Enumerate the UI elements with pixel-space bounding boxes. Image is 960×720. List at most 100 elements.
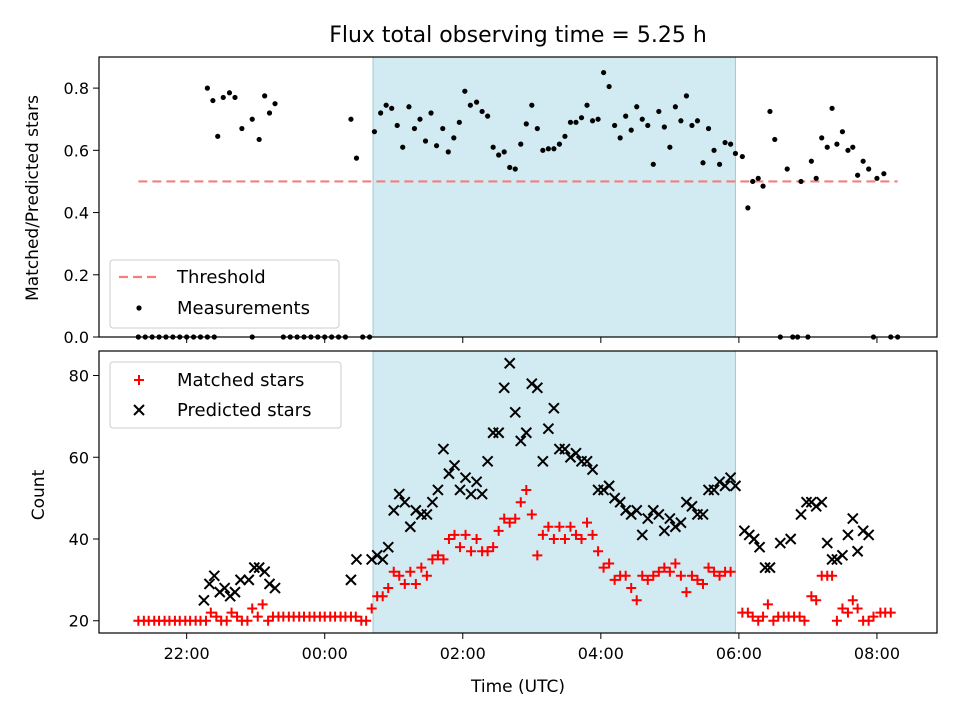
- predicted-star-point: [443, 467, 455, 480]
- top-y-axis-label: Matched/Predicted stars: [23, 95, 43, 301]
- matched-star-point: [416, 562, 427, 573]
- matched-star-point: [361, 615, 372, 626]
- predicted-star-point: [764, 561, 776, 574]
- measurement-point: [667, 144, 673, 150]
- y-tick-label: 0.0: [64, 328, 89, 347]
- predicted-star-point: [697, 508, 709, 521]
- predicted-star-point: [636, 529, 648, 541]
- measurement-point: [467, 102, 473, 108]
- predicted-star-point: [608, 492, 621, 504]
- measurement-point: [683, 93, 690, 99]
- measurement-point: [874, 175, 880, 181]
- measurement-point: [562, 133, 568, 139]
- chart-title: Flux total observing time = 5.25 h: [329, 23, 707, 48]
- predicted-star-point: [816, 496, 828, 508]
- measurement-point: [739, 153, 745, 160]
- matched-star-point: [827, 570, 838, 581]
- predicted-star-point: [748, 533, 760, 545]
- matched-star-point: [799, 615, 810, 626]
- matched-star-point: [515, 497, 526, 508]
- legend-threshold-label: Threshold: [176, 267, 266, 288]
- measurement-point: [689, 122, 695, 129]
- matched-star-point: [521, 484, 532, 495]
- predicted-star-point: [686, 500, 698, 513]
- x-tick-label: 04:00: [578, 644, 624, 663]
- predicted-star-point: [647, 504, 660, 517]
- top-panel: 0.0 0.2 0.4 0.6 0.8 Threshold Measurements: [64, 56, 938, 347]
- measurement-point: [433, 143, 440, 149]
- predicted-star-point: [680, 496, 693, 508]
- predicted-star-point: [724, 471, 737, 484]
- predicted-star-point: [365, 553, 378, 566]
- predicted-star-point: [631, 504, 643, 517]
- predicted-star-point: [208, 570, 220, 582]
- predicted-star-point: [542, 422, 555, 435]
- predicted-star-point: [708, 484, 720, 496]
- matched-star-point: [648, 570, 659, 581]
- predicted-star-point: [795, 508, 807, 521]
- predicted-star-point: [404, 521, 417, 533]
- matched-star-point: [421, 570, 432, 581]
- matched-star-point: [852, 603, 863, 614]
- legend-measurement-swatch: [136, 305, 142, 311]
- measurement-point: [479, 108, 485, 115]
- predicted-star-point: [470, 476, 483, 488]
- measurement-point: [722, 139, 728, 146]
- measurement-point: [496, 152, 502, 158]
- measurement-point: [639, 116, 645, 122]
- measurement-point: [623, 113, 629, 119]
- measurement-point: [855, 172, 861, 178]
- matched-star-point: [499, 513, 510, 524]
- measurement-point: [829, 105, 835, 111]
- measurement-point: [755, 175, 761, 181]
- matched-star-point: [252, 611, 263, 622]
- y-tick-label: 40: [69, 530, 89, 549]
- measurement-point: [204, 85, 210, 91]
- predicted-star-point: [581, 455, 593, 468]
- measurement-point: [545, 146, 551, 152]
- matched-star-point: [532, 550, 543, 561]
- measurement-point: [845, 147, 851, 153]
- predicted-star-point: [410, 504, 422, 517]
- matched-star-point: [471, 534, 482, 544]
- matched-star-point: [410, 578, 421, 589]
- matched-star-point: [847, 595, 858, 606]
- predicted-star-point: [382, 541, 394, 553]
- predicted-star-point: [454, 484, 466, 496]
- measurement-point: [512, 166, 518, 172]
- measurement-point: [750, 178, 756, 185]
- matched-star-point: [554, 521, 565, 532]
- axes-frame: [98, 56, 938, 338]
- matched-star-point: [675, 570, 686, 581]
- predicted-star-point: [729, 480, 742, 492]
- matched-star-point: [242, 615, 253, 626]
- predicted-star-point: [548, 402, 560, 414]
- predicted-star-point: [619, 504, 632, 517]
- measurement-point: [628, 127, 634, 133]
- measurement-point: [473, 99, 480, 105]
- measurement-point: [678, 118, 684, 124]
- predicted-star-point: [465, 488, 477, 500]
- matched-star-point: [432, 550, 443, 561]
- measurement-point: [266, 110, 273, 116]
- matched-star-point: [200, 615, 211, 626]
- measurement-point: [389, 105, 395, 111]
- matched-star-point: [593, 546, 604, 557]
- measurement-point: [507, 164, 513, 171]
- predicted-star-point: [437, 443, 450, 455]
- measurement-point: [348, 116, 354, 122]
- legend-matched-label: Matched stars: [177, 370, 304, 391]
- measurement-point: [422, 138, 429, 144]
- measurement-point: [850, 144, 856, 150]
- predicted-star-point: [509, 406, 521, 419]
- matched-star-point: [565, 521, 576, 532]
- predicted-star-point: [229, 586, 241, 598]
- measurement-point: [772, 136, 778, 143]
- measurement-point: [371, 129, 378, 135]
- matched-star-point: [868, 611, 879, 622]
- measurement-point: [694, 118, 701, 124]
- matched-star-point: [811, 595, 822, 606]
- matched-star-point: [449, 529, 460, 540]
- predicted-star-point: [669, 521, 682, 533]
- predicted-star-point: [526, 377, 538, 390]
